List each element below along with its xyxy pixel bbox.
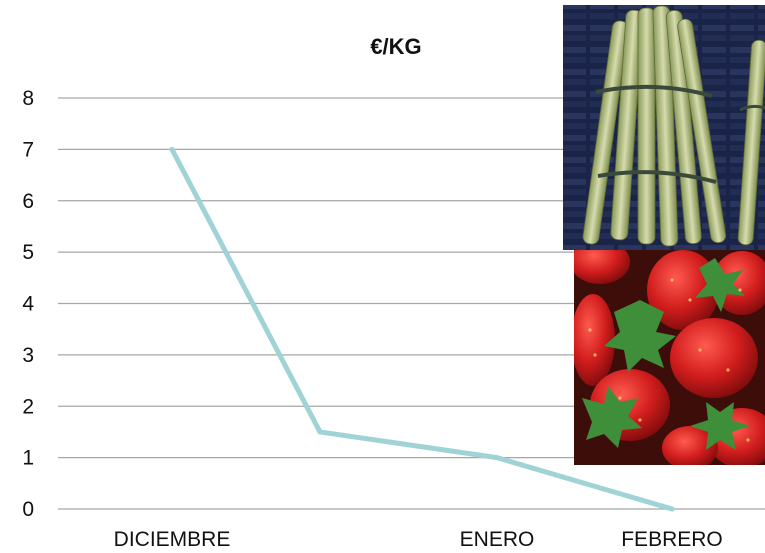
data-point [669, 506, 675, 512]
data-point [169, 146, 175, 152]
y-tick-label: 7 [22, 138, 34, 161]
gridlines [58, 97, 765, 510]
chart-title: €/KG [370, 34, 421, 59]
x-tick-label: ENERO [460, 528, 535, 551]
y-tick-label: 2 [22, 395, 34, 418]
y-axis: 0 1 2 3 4 5 6 7 8 [22, 87, 34, 521]
y-tick-label: 3 [22, 344, 34, 367]
x-tick-label: DICIEMBRE [114, 528, 231, 551]
y-tick-label: 6 [22, 190, 34, 213]
data-point [317, 429, 323, 435]
data-point [494, 455, 500, 461]
series-layer [169, 146, 675, 512]
strawberries-photo [574, 250, 765, 465]
y-tick-label: 4 [22, 293, 34, 316]
x-tick-label: FEBRERO [621, 528, 723, 551]
y-tick-label: 0 [22, 498, 34, 521]
x-axis: DICIEMBRE ENERO FEBRERO [114, 528, 723, 551]
y-tick-label: 1 [22, 447, 34, 470]
y-tick-label: 8 [22, 87, 34, 110]
series-line [169, 146, 675, 512]
y-tick-label: 5 [22, 241, 34, 264]
asparagus-photo [563, 5, 765, 250]
